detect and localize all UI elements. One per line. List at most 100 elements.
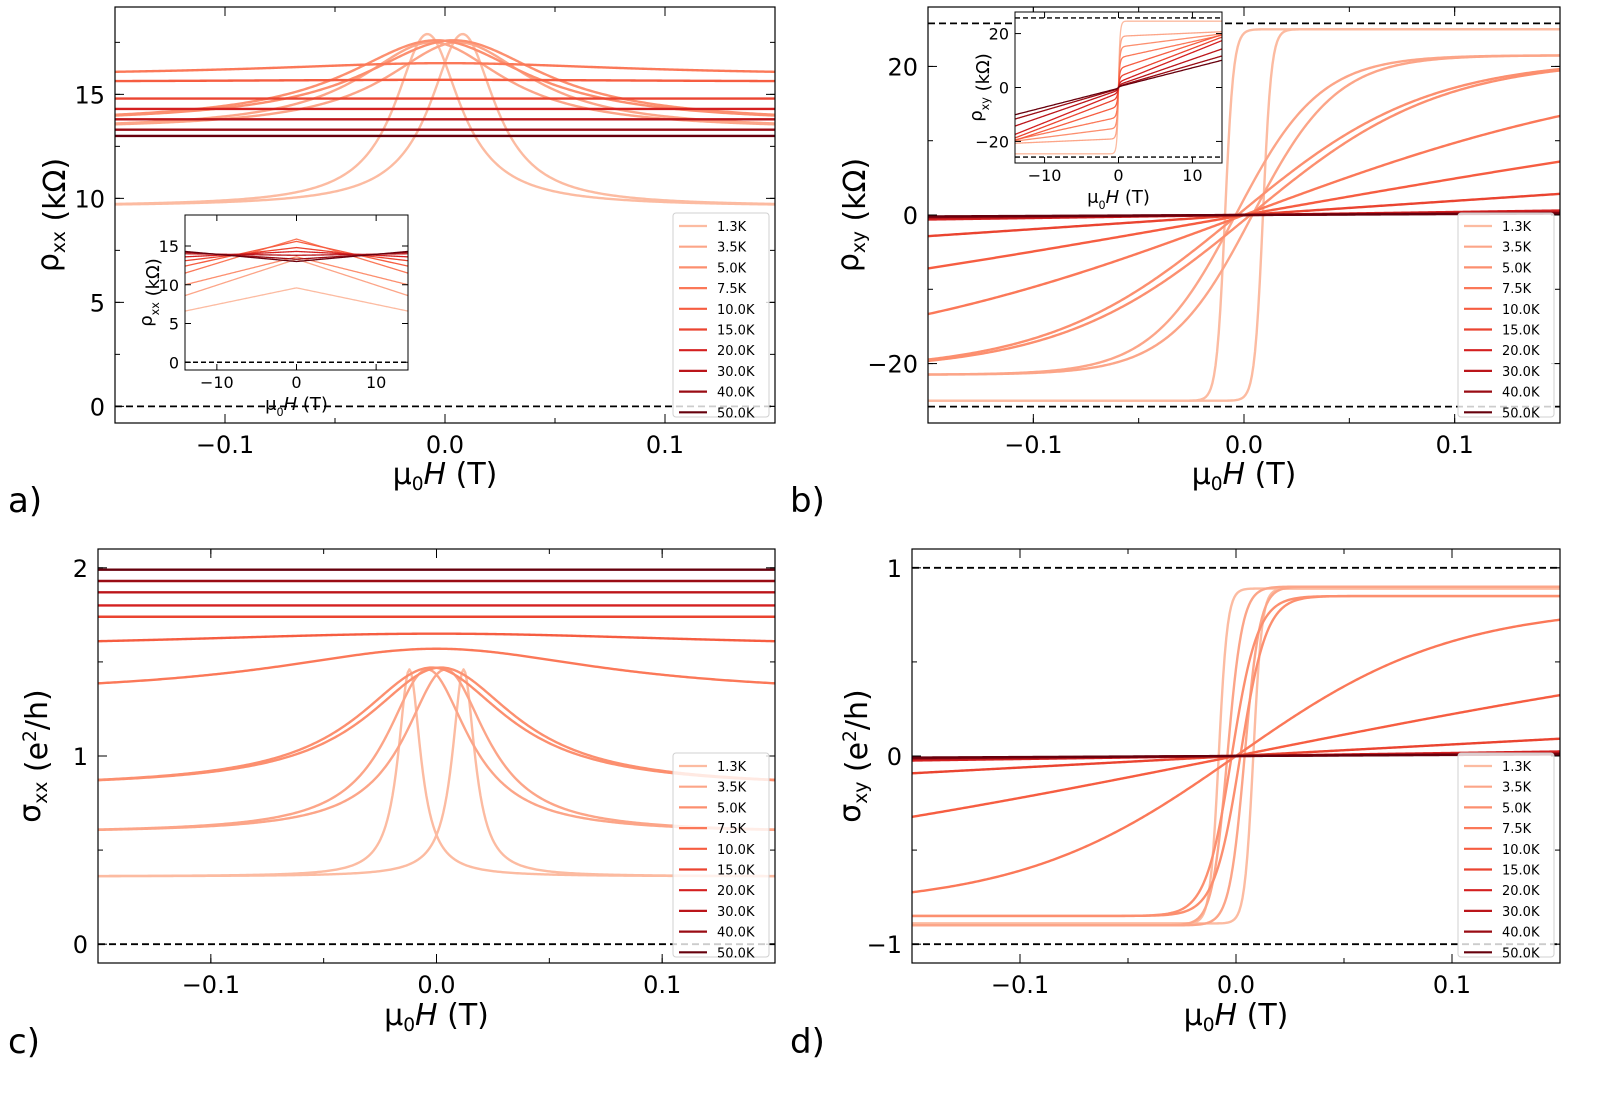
series-line-5.0K xyxy=(912,594,1560,918)
x-axis-label: μ0H (T) xyxy=(1184,998,1289,1036)
x-tick-label: 0.0 xyxy=(1217,971,1255,999)
legend-label: 3.5K xyxy=(717,241,747,256)
legend-label: 50.0K xyxy=(1502,946,1540,961)
y-tick-label: 0 xyxy=(887,743,902,771)
x-tick-label: −0.1 xyxy=(1004,431,1062,459)
x-axis-label: μ0H (T) xyxy=(1192,457,1297,495)
panel-label: d) xyxy=(790,1022,825,1062)
y-tick-label: 0 xyxy=(903,202,918,230)
series-line-3.5K xyxy=(912,585,1560,927)
series-line-5.0K xyxy=(928,69,1560,363)
legend: 1.3K 3.5K 5.0K 7.5K 10.0K 15.0K 20.0K 30.0K 40.0… xyxy=(1457,212,1555,421)
legend-label: 40.0K xyxy=(717,386,755,401)
series-line-50.0K xyxy=(912,753,1560,759)
legend-label: 7.5K xyxy=(717,282,747,297)
legend: 1.3K 3.5K 5.0K 7.5K 10.0K 15.0K 20.0K 30.0K 40.0… xyxy=(672,212,770,421)
x-tick-label: −10 xyxy=(200,373,234,392)
series-line-5.0K xyxy=(115,39,775,117)
legend-box xyxy=(1457,752,1555,958)
legend-label: 40.0K xyxy=(1502,926,1540,941)
inset-plot-area xyxy=(1015,17,1222,158)
legend-label: 7.5K xyxy=(1502,282,1532,297)
plot-area xyxy=(912,566,1560,946)
legend-label: 20.0K xyxy=(717,344,755,359)
x-tick-label: 0.0 xyxy=(426,431,464,459)
y-axis-label: σxy (e2/h) xyxy=(833,689,875,822)
inset-y-axis-label: ρxx (kΩ) xyxy=(136,258,164,327)
y-tick-label: 10 xyxy=(159,276,179,295)
legend-box xyxy=(672,752,770,958)
y-tick-label: 0 xyxy=(90,393,105,421)
y-tick-label: 10 xyxy=(74,185,105,213)
y-axis-label: ρxy (kΩ) xyxy=(831,158,873,272)
x-tick-label: −0.1 xyxy=(991,971,1049,999)
series-line-10.0K xyxy=(115,78,775,83)
inset-plot-area xyxy=(185,238,408,363)
legend-label: 30.0K xyxy=(717,905,755,920)
x-tick-label: 0.1 xyxy=(1433,971,1471,999)
x-tick-label: 0.1 xyxy=(1436,431,1474,459)
series-line-5.0K xyxy=(185,256,408,286)
series-line-50.0K xyxy=(1015,59,1222,116)
series-line-3.5K xyxy=(115,41,775,126)
series-line-7.5K xyxy=(98,647,775,685)
y-tick-label: 5 xyxy=(90,289,105,317)
legend: 1.3K 3.5K 5.0K 7.5K 10.0K 15.0K 20.0K 30.0K 40.0… xyxy=(672,752,770,961)
panel-label: b) xyxy=(790,481,825,521)
series-line-50.0K xyxy=(185,250,408,263)
series-line-1.3K xyxy=(928,28,1560,402)
legend-label: 30.0K xyxy=(717,365,755,380)
series-line-1.3K xyxy=(98,668,775,878)
panel-a: −0.1 0.0 0.1 0 5 10 15 1.3K 3.5K 5.0K 7.5K 10.0K 15.… xyxy=(8,6,776,521)
series-line-5.0K xyxy=(928,67,1560,361)
legend-label: 15.0K xyxy=(717,324,755,339)
y-tick-label: −20 xyxy=(975,132,1009,151)
x-axis-label: μ0H (T) xyxy=(384,998,489,1036)
legend-label: 1.3K xyxy=(1502,760,1532,775)
legend-label: 5.0K xyxy=(1502,261,1532,276)
x-tick-label: 10 xyxy=(1182,166,1202,185)
legend-label: 10.0K xyxy=(717,303,755,318)
y-tick-label: 15 xyxy=(74,81,105,109)
series-line-5.0K xyxy=(115,39,775,117)
y-tick-label: −20 xyxy=(867,351,918,379)
y-tick-label: 0 xyxy=(73,931,88,959)
legend-label: 1.3K xyxy=(1502,220,1532,235)
panel-label: a) xyxy=(8,481,42,521)
y-axis-label: σxx (e2/h) xyxy=(13,689,55,822)
legend-label: 10.0K xyxy=(1502,843,1540,858)
y-tick-label: 1 xyxy=(73,743,88,771)
series-line-15.0K xyxy=(185,246,408,262)
series-line-7.5K xyxy=(185,238,408,274)
y-axis-label: ρxx (kΩ) xyxy=(31,158,73,272)
y-tick-label: 0 xyxy=(999,79,1009,98)
y-tick-label: −1 xyxy=(867,931,902,959)
series-line-3.5K xyxy=(928,54,1560,376)
inset-x-axis-label: μ0H (T) xyxy=(265,394,328,419)
x-tick-label: 0 xyxy=(1113,166,1123,185)
inset-b: −10 0 10 −20 0 20 μ0H (T) ρxy (kΩ) xyxy=(966,11,1223,212)
series-line-5.0K xyxy=(98,666,775,782)
y-tick-label: 0 xyxy=(169,353,179,372)
series-line-3.5K xyxy=(115,41,775,126)
y-tick-label: 20 xyxy=(887,53,918,81)
series-line-10.0K xyxy=(185,240,408,267)
x-tick-label: 0.1 xyxy=(646,431,684,459)
inset-y-axis-label: ρxy (kΩ) xyxy=(966,53,994,122)
panel-d: −0.1 0.0 0.1 −1 0 1 1.3K 3.5K 5.0K 7.5K 10.0K 15.0K… xyxy=(790,548,1561,1062)
series-line-7.5K xyxy=(115,61,775,73)
legend-label: 10.0K xyxy=(1502,303,1540,318)
x-tick-label: 0.1 xyxy=(643,971,681,999)
legend-label: 15.0K xyxy=(717,864,755,879)
legend-label: 30.0K xyxy=(1502,905,1540,920)
series-line-50.0K xyxy=(928,212,1560,218)
legend-label: 40.0K xyxy=(717,926,755,941)
inset-background xyxy=(185,215,408,370)
legend-label: 20.0K xyxy=(1502,884,1540,899)
legend-label: 5.0K xyxy=(717,801,747,816)
x-tick-label: −0.1 xyxy=(182,971,240,999)
legend-label: 50.0K xyxy=(717,946,755,961)
legend-label: 1.3K xyxy=(717,760,747,775)
y-tick-label: 1 xyxy=(887,555,902,583)
legend-label: 20.0K xyxy=(717,884,755,899)
